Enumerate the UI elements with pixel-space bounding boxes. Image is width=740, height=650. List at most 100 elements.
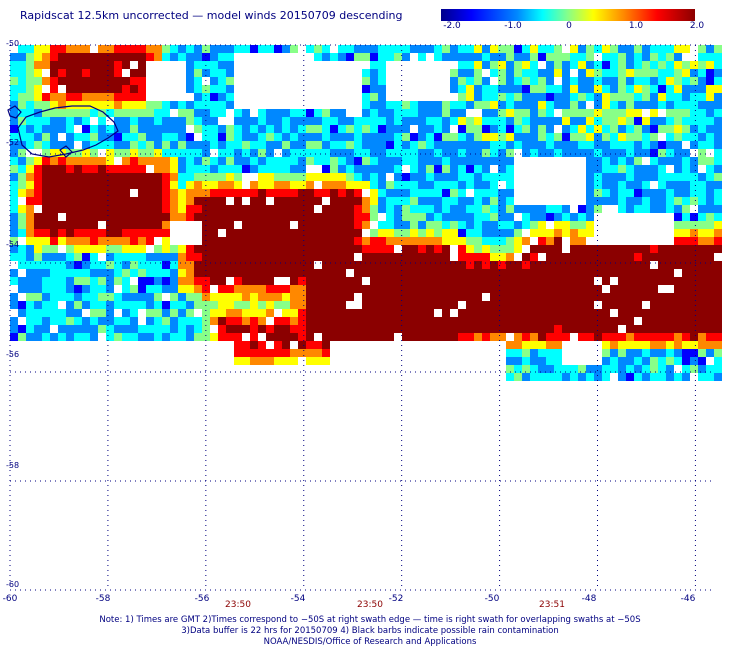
wind-cell <box>506 309 514 317</box>
wind-cell <box>378 93 386 101</box>
wind-cell <box>250 293 258 301</box>
wind-cell <box>506 53 514 61</box>
wind-cell <box>74 237 82 245</box>
wind-cell <box>18 333 26 341</box>
wind-cell <box>130 181 138 189</box>
wind-cell <box>386 285 394 293</box>
wind-cell <box>50 109 58 117</box>
wind-cell <box>698 69 706 77</box>
wind-cell <box>578 109 586 117</box>
wind-cell <box>10 109 18 117</box>
wind-cell <box>482 189 490 197</box>
wind-cell <box>194 125 202 133</box>
wind-cell <box>306 277 314 285</box>
wind-cell <box>434 165 442 173</box>
wind-cell <box>242 189 250 197</box>
wind-cell <box>186 333 194 341</box>
wind-cell <box>698 93 706 101</box>
wind-cell <box>514 205 522 213</box>
wind-cell <box>90 189 98 197</box>
wind-cell <box>370 213 378 221</box>
wind-cell <box>642 317 650 325</box>
wind-cell <box>274 157 282 165</box>
wind-cell <box>530 117 538 125</box>
wind-cell <box>562 293 570 301</box>
wind-cell <box>330 197 338 205</box>
wind-cell <box>538 53 546 61</box>
wind-cell <box>306 173 314 181</box>
wind-cell <box>538 285 546 293</box>
wind-cell <box>354 237 362 245</box>
wind-cell <box>274 341 282 349</box>
wind-cell <box>474 269 482 277</box>
wind-cell <box>354 117 362 125</box>
wind-cell <box>642 133 650 141</box>
wind-cell <box>426 325 434 333</box>
wind-cell <box>378 309 386 317</box>
wind-cell <box>594 293 602 301</box>
wind-cell <box>498 309 506 317</box>
wind-cell <box>258 301 266 309</box>
wind-cell <box>226 141 234 149</box>
wind-cell <box>522 77 530 85</box>
wind-cell <box>26 117 34 125</box>
wind-cell <box>514 277 522 285</box>
wind-cell <box>258 341 266 349</box>
wind-cell <box>434 125 442 133</box>
wind-cell <box>714 109 722 117</box>
wind-cell <box>34 61 42 69</box>
wind-cell <box>82 141 90 149</box>
wind-cell <box>578 325 586 333</box>
wind-cell <box>634 117 642 125</box>
wind-cell <box>378 117 386 125</box>
wind-cell <box>266 333 274 341</box>
latitude-label: -60 <box>6 580 20 589</box>
wind-cell <box>282 333 290 341</box>
wind-cell <box>482 53 490 61</box>
wind-cell <box>162 53 170 61</box>
wind-cell <box>570 141 578 149</box>
wind-cell <box>666 141 674 149</box>
wind-cell <box>354 309 362 317</box>
wind-cell <box>26 181 34 189</box>
wind-cell <box>554 237 562 245</box>
wind-cell <box>618 285 626 293</box>
wind-cell <box>106 61 114 69</box>
wind-cell <box>458 61 466 69</box>
wind-cell <box>618 301 626 309</box>
wind-cell <box>642 245 650 253</box>
wind-cell <box>50 269 58 277</box>
wind-cell <box>34 293 42 301</box>
wind-cell <box>506 45 514 53</box>
wind-cell <box>682 269 690 277</box>
wind-cell <box>706 125 714 133</box>
wind-cell <box>626 45 634 53</box>
wind-cell <box>538 277 546 285</box>
wind-cell <box>706 93 714 101</box>
wind-cell <box>210 181 218 189</box>
wind-cell <box>58 205 66 213</box>
wind-cell <box>274 109 282 117</box>
wind-cell <box>458 237 466 245</box>
wind-cell <box>66 69 74 77</box>
wind-cell <box>242 205 250 213</box>
wind-cell <box>538 309 546 317</box>
wind-cell <box>362 197 370 205</box>
wind-cell <box>322 261 330 269</box>
wind-cell <box>642 85 650 93</box>
wind-cell <box>26 141 34 149</box>
wind-cell <box>242 349 250 357</box>
wind-cell <box>378 197 386 205</box>
wind-cell <box>682 45 690 53</box>
wind-cell <box>442 157 450 165</box>
wind-cell <box>698 309 706 317</box>
wind-cell <box>162 125 170 133</box>
wind-cell <box>426 245 434 253</box>
wind-cell <box>98 61 106 69</box>
wind-cell <box>466 149 474 157</box>
longitude-label: -58 <box>95 594 111 604</box>
wind-cell <box>650 285 658 293</box>
wind-cell <box>634 69 642 77</box>
wind-cell <box>546 61 554 69</box>
wind-cell <box>90 293 98 301</box>
